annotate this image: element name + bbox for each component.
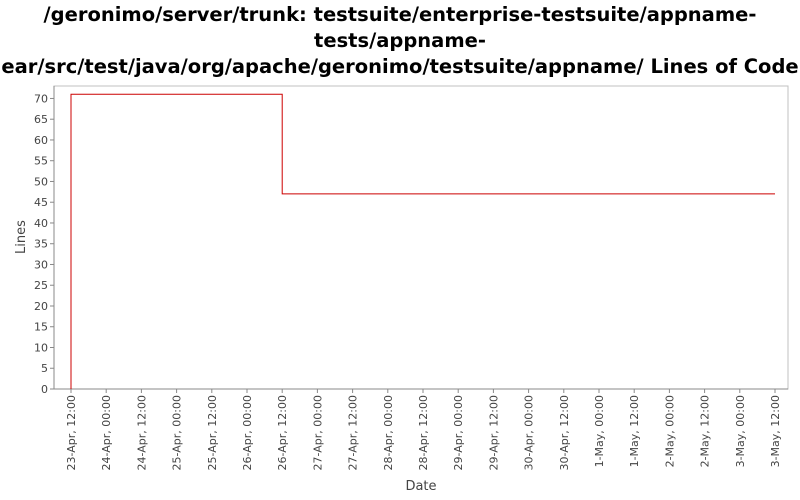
chart-title-line-1: /geronimo/server/trunk: testsuite/enterp… — [43, 3, 757, 26]
y-tick-label: 30 — [34, 258, 48, 271]
x-tick-label: 24-Apr, 00:00 — [100, 395, 113, 470]
x-tick-label: 3-May, 00:00 — [734, 395, 747, 467]
y-tick-label: 50 — [34, 175, 48, 188]
y-tick-label: 45 — [34, 196, 48, 209]
y-tick-label: 60 — [34, 134, 48, 147]
x-tick-label: 29-Apr, 12:00 — [487, 395, 500, 470]
x-tick-label: 23-Apr, 12:00 — [65, 395, 78, 470]
y-axis-label: Lines — [14, 220, 29, 254]
y-tick-label: 20 — [34, 300, 48, 313]
x-tick-label: 27-Apr, 00:00 — [311, 395, 324, 470]
x-tick-label: 2-May, 12:00 — [699, 395, 712, 467]
chart-title-line-2: tests/appname- — [314, 29, 486, 52]
x-tick-label: 24-Apr, 12:00 — [135, 395, 148, 470]
y-tick-label: 35 — [34, 238, 48, 251]
x-tick-label: 28-Apr, 12:00 — [417, 395, 430, 470]
chart-title: /geronimo/server/trunk: testsuite/enterp… — [0, 2, 800, 80]
x-axis-ticks: 23-Apr, 12:00 24-Apr, 00:00 24-Apr, 12:00 2… — [65, 389, 782, 470]
y-tick-label: 40 — [34, 217, 48, 230]
chart-title-line-3: ear/src/test/java/org/apache/geronimo/te… — [1, 55, 799, 78]
y-axis-ticks: 0 5 10 15 20 25 30 35 40 45 50 55 60 65 70 — [34, 92, 54, 396]
x-tick-label: 25-Apr, 00:00 — [171, 395, 184, 470]
x-tick-label: 26-Apr, 12:00 — [276, 395, 289, 470]
y-tick-label: 10 — [34, 341, 48, 354]
y-tick-label: 25 — [34, 279, 48, 292]
y-tick-label: 55 — [34, 155, 48, 168]
y-tick-label: 70 — [34, 92, 48, 105]
x-tick-label: 30-Apr, 00:00 — [523, 395, 536, 470]
y-tick-label: 15 — [34, 321, 48, 334]
x-tick-label: 3-May, 12:00 — [769, 395, 782, 467]
x-tick-label: 26-Apr, 00:00 — [241, 395, 254, 470]
series-line — [70, 93, 775, 389]
x-tick-label: 2-May, 00:00 — [663, 395, 676, 467]
y-tick-label: 0 — [41, 383, 48, 396]
y-tick-label: 65 — [34, 113, 48, 126]
x-axis-label: Date — [405, 479, 436, 494]
x-tick-label: 29-Apr, 00:00 — [452, 395, 465, 470]
y-tick-label: 5 — [41, 362, 48, 375]
x-tick-label: 30-Apr, 12:00 — [558, 395, 571, 470]
x-tick-label: 1-May, 00:00 — [593, 395, 606, 467]
x-tick-label: 1-May, 12:00 — [628, 395, 641, 467]
x-tick-label: 25-Apr, 12:00 — [206, 395, 219, 470]
x-tick-label: 28-Apr, 00:00 — [382, 395, 395, 470]
plot-area — [53, 85, 789, 390]
x-tick-label: 27-Apr, 12:00 — [347, 395, 360, 470]
